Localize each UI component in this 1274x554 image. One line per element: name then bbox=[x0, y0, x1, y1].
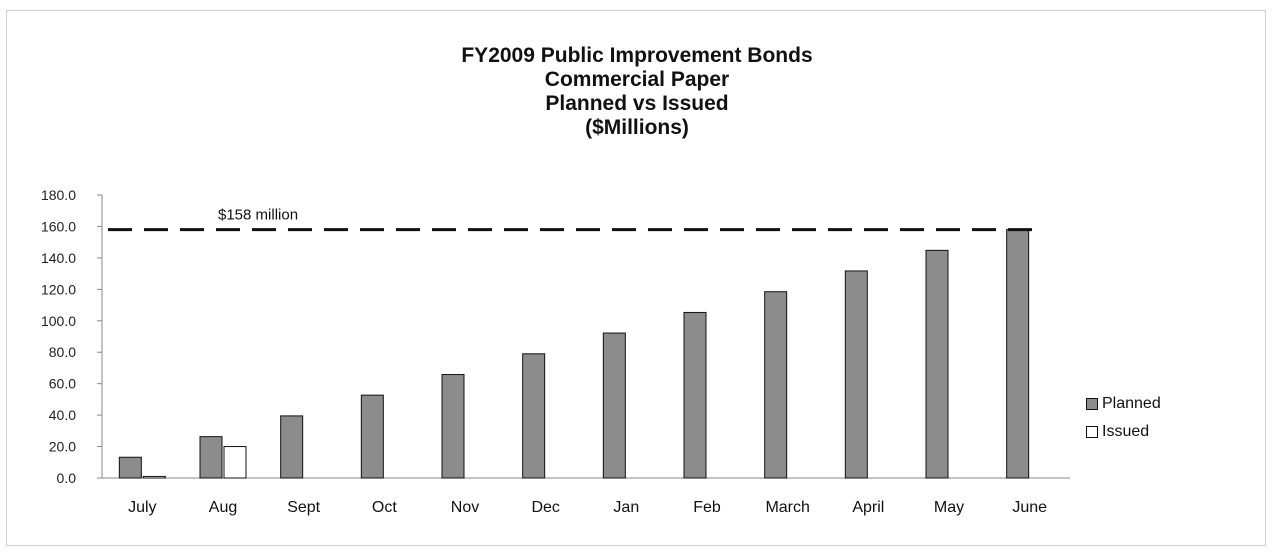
y-tick-label: 100.0 bbox=[41, 313, 76, 329]
bar-planned-jan bbox=[602, 332, 626, 479]
chart-title-line-1: FY2009 Public Improvement Bonds bbox=[461, 44, 813, 67]
x-tick-label: Jan bbox=[613, 499, 639, 516]
x-tick-label: May bbox=[934, 499, 964, 516]
legend-label-planned: Planned bbox=[1102, 395, 1161, 412]
bar-issued-july bbox=[142, 475, 166, 479]
bar-planned-aug bbox=[199, 436, 223, 479]
chart-title-line-4: ($Millions) bbox=[585, 116, 689, 139]
chart-title-line-2: Commercial Paper bbox=[544, 68, 730, 91]
x-tick-label: April bbox=[852, 499, 884, 516]
x-tick-label: Aug bbox=[209, 499, 237, 516]
x-tick-label: Feb bbox=[693, 499, 721, 516]
bar-issued-aug bbox=[223, 446, 247, 479]
bar-planned-oct bbox=[360, 394, 384, 479]
legend-item-planned: Planned bbox=[1086, 390, 1196, 418]
x-tick-label: Nov bbox=[451, 499, 479, 516]
bar-planned-july bbox=[118, 456, 142, 479]
chart-legend: Planned Issued bbox=[1086, 390, 1196, 446]
y-tick-label: 40.0 bbox=[49, 407, 76, 423]
bar-planned-march bbox=[764, 291, 788, 479]
reference-line-label: $158 million bbox=[218, 207, 298, 224]
bar-planned-sept bbox=[280, 415, 304, 479]
y-tick-label: 120.0 bbox=[41, 281, 76, 297]
chart-title-line-3: Planned vs Issued bbox=[545, 92, 729, 115]
x-tick-label: Sept bbox=[287, 499, 320, 516]
y-tick-label: 140.0 bbox=[41, 250, 76, 266]
bar-planned-may bbox=[925, 249, 949, 479]
y-tick-label: 180.0 bbox=[41, 187, 76, 203]
bar-planned-dec bbox=[522, 353, 546, 479]
x-tick-label: March bbox=[765, 499, 809, 516]
y-tick-label: 0.0 bbox=[57, 470, 77, 486]
legend-swatch-issued bbox=[1086, 426, 1098, 438]
bar-planned-april bbox=[844, 270, 868, 479]
x-tick-label: June bbox=[1012, 499, 1047, 516]
chart-title: FY2009 Public Improvement Bonds Commerci… bbox=[0, 44, 1274, 140]
bar-planned-june bbox=[1006, 229, 1030, 479]
y-tick-label: 160.0 bbox=[41, 218, 76, 234]
legend-swatch-planned bbox=[1086, 398, 1098, 410]
legend-item-issued: Issued bbox=[1086, 418, 1196, 446]
x-tick-label: Oct bbox=[372, 499, 397, 516]
x-tick-label: Dec bbox=[531, 499, 559, 516]
y-tick-label: 60.0 bbox=[49, 376, 76, 392]
y-tick-label: 20.0 bbox=[49, 439, 76, 455]
x-tick-label: July bbox=[128, 499, 156, 516]
bar-planned-feb bbox=[683, 311, 707, 479]
legend-label-issued: Issued bbox=[1102, 423, 1150, 440]
bar-planned-nov bbox=[441, 374, 465, 479]
y-tick-label: 80.0 bbox=[49, 344, 76, 360]
